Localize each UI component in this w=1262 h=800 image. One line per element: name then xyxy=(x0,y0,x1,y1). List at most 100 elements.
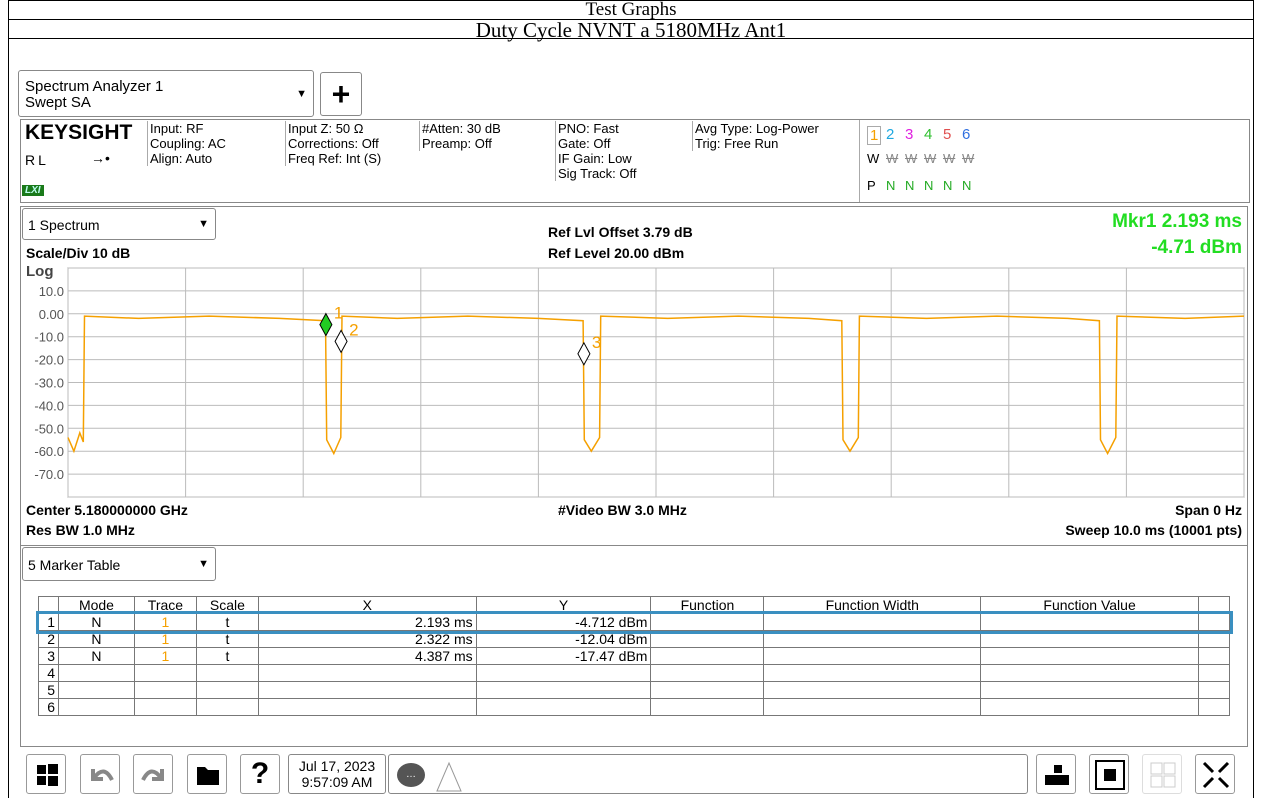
header-cell: Mode xyxy=(57,596,135,614)
span: Span 0 Hz xyxy=(1175,502,1242,518)
table-cell xyxy=(57,664,135,682)
layout-button[interactable] xyxy=(1036,754,1076,794)
clock: Jul 17, 2023 9:57:09 AM xyxy=(288,754,386,794)
table-cell: -12.04 dBm xyxy=(475,630,652,648)
message-bar: … xyxy=(388,754,1028,794)
table-cell xyxy=(57,681,135,699)
frame xyxy=(8,0,1254,798)
trace xyxy=(67,315,1245,456)
table-cell xyxy=(650,681,765,699)
table-cell xyxy=(763,681,982,699)
y-tick-label: -10.0 xyxy=(34,330,64,345)
header-cell xyxy=(38,596,59,614)
marker-label: 2 xyxy=(349,320,358,339)
table-cell xyxy=(763,647,982,665)
table-cell xyxy=(257,681,477,699)
y-tick-label: -40.0 xyxy=(34,398,64,413)
header-cell: Function Width xyxy=(763,596,982,614)
table-cell xyxy=(763,698,982,716)
window-selector[interactable]: 1 Spectrum ▼ xyxy=(22,208,216,240)
table-cell xyxy=(1197,681,1231,699)
setting: Preamp: Off xyxy=(419,136,492,151)
table-cell xyxy=(980,613,1199,631)
touch-button[interactable] xyxy=(1089,754,1129,794)
redo-button[interactable] xyxy=(133,754,173,794)
table-cell: N xyxy=(57,613,135,631)
trace-number: 3 xyxy=(905,126,914,143)
table-cell xyxy=(1197,647,1231,665)
setting: Input Z: 50 Ω xyxy=(285,121,363,136)
sweep: Sweep 10.0 ms (10001 pts) xyxy=(1065,522,1242,538)
trace-detector: N xyxy=(962,178,972,193)
page-subtitle: Duty Cycle NVNT a 5180MHz Ant1 xyxy=(475,18,787,42)
header-cell: Function xyxy=(650,596,765,614)
ref-offset: Ref Lvl Offset 3.79 dB xyxy=(548,224,693,240)
table-cell xyxy=(475,698,652,716)
header-cell xyxy=(1197,596,1231,614)
rule xyxy=(8,19,1254,20)
table-cell xyxy=(133,664,197,682)
table-cell: t xyxy=(195,647,259,665)
table-cell xyxy=(980,681,1199,699)
trace-type: W xyxy=(962,151,975,166)
trace-detector: N xyxy=(924,178,934,193)
table-cell xyxy=(980,630,1199,648)
table-cell: -4.712 dBm xyxy=(475,613,652,631)
table-cell xyxy=(650,647,765,665)
y-tick-label: 10.0 xyxy=(39,284,64,299)
table-cell: 4 xyxy=(38,664,59,682)
table-cell xyxy=(650,664,765,682)
input-icon: →• xyxy=(91,150,110,166)
add-tab-button[interactable]: + xyxy=(320,72,362,116)
table-cell xyxy=(475,681,652,699)
tab-selector[interactable]: Spectrum Analyzer 1 Swept SA ▼ xyxy=(18,70,314,117)
fullscreen-button[interactable] xyxy=(1195,754,1235,794)
window-selector[interactable]: 5 Marker Table ▼ xyxy=(22,547,216,581)
scale-label: Scale/Div 10 dB xyxy=(26,245,130,261)
trace-number: 1 xyxy=(867,126,882,145)
table-cell xyxy=(195,681,259,699)
page-title: Test Graphs xyxy=(585,0,677,20)
table-cell: 4.387 ms xyxy=(257,647,477,665)
table-cell: 6 xyxy=(38,698,59,716)
help-button[interactable]: ? xyxy=(240,754,280,794)
table-cell: 3 xyxy=(38,647,59,665)
split-button[interactable] xyxy=(1142,754,1182,794)
y-tick-label: -30.0 xyxy=(34,376,64,391)
divider xyxy=(859,120,860,202)
setting: Corrections: Off xyxy=(285,136,379,151)
table-cell xyxy=(257,664,477,682)
table-cell: 1 xyxy=(133,613,197,631)
trace-type: W xyxy=(867,151,880,166)
table-cell xyxy=(763,630,982,648)
trace-type: W xyxy=(886,151,899,166)
trace-number: 4 xyxy=(924,126,933,143)
date: Jul 17, 2023 xyxy=(298,758,376,774)
trace-type: W xyxy=(943,151,956,166)
time: 9:57:09 AM xyxy=(301,774,373,790)
setting: Trig: Free Run xyxy=(692,136,778,151)
table-cell xyxy=(650,613,765,631)
table-cell xyxy=(980,664,1199,682)
rl: RL xyxy=(25,152,49,168)
marker-readout-x: Mkr1 2.193 ms xyxy=(1112,211,1242,232)
rule xyxy=(8,38,1254,39)
windows-button[interactable] xyxy=(26,754,66,794)
marker-readout-y: -4.71 dBm xyxy=(1151,237,1242,258)
file-button[interactable] xyxy=(187,754,227,794)
graph: Scale/Div 10 dB Log Ref Lvl Offset 3.79 … xyxy=(26,211,1245,538)
table-cell xyxy=(57,698,135,716)
table-cell: 1 xyxy=(38,613,59,631)
trace-detector: N xyxy=(943,178,953,193)
table-cell xyxy=(475,664,652,682)
setting: Gate: Off xyxy=(555,136,611,151)
marker xyxy=(334,329,348,354)
marker xyxy=(319,312,333,337)
trace-type: W xyxy=(924,151,937,166)
brand: KEYSIGHT xyxy=(25,121,133,144)
undo-button[interactable] xyxy=(80,754,120,794)
y-tick-label: -70.0 xyxy=(34,467,64,482)
tab-mode: Swept SA xyxy=(25,94,91,111)
table-cell: 2.193 ms xyxy=(257,613,477,631)
